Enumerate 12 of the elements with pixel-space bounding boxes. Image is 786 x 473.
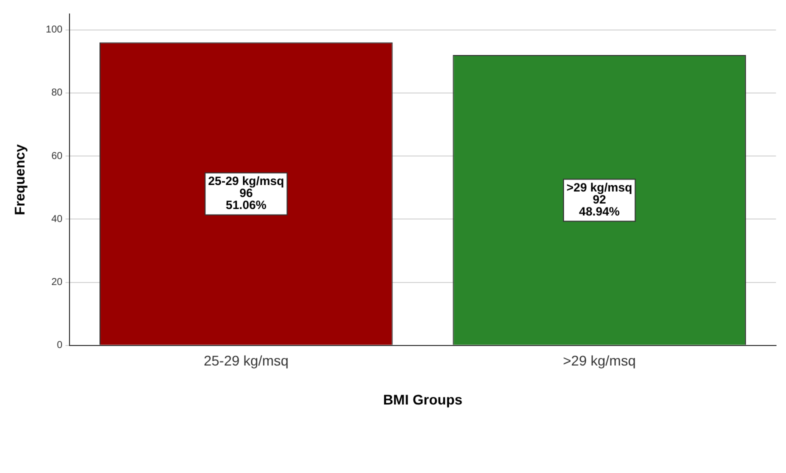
- data-label: 25-29 kg/msq 96 51.06%: [208, 174, 284, 212]
- data-label: >29 kg/msq 92 48.94%: [566, 180, 632, 219]
- y-tick-label: 40: [51, 214, 63, 225]
- x-tick-label: >29 kg/msq: [562, 352, 636, 369]
- y-tick-label: 0: [56, 340, 63, 352]
- x-axis-title: BMI Groups: [383, 391, 463, 408]
- y-tick-label: 80: [51, 88, 63, 99]
- x-tick-label: 25-29 kg/msq: [204, 352, 289, 369]
- y-tick-label: 60: [51, 150, 63, 162]
- y-tick-label: 20: [51, 277, 63, 288]
- y-tick-label: 100: [46, 24, 63, 36]
- y-axis-title: Frequency: [11, 144, 28, 216]
